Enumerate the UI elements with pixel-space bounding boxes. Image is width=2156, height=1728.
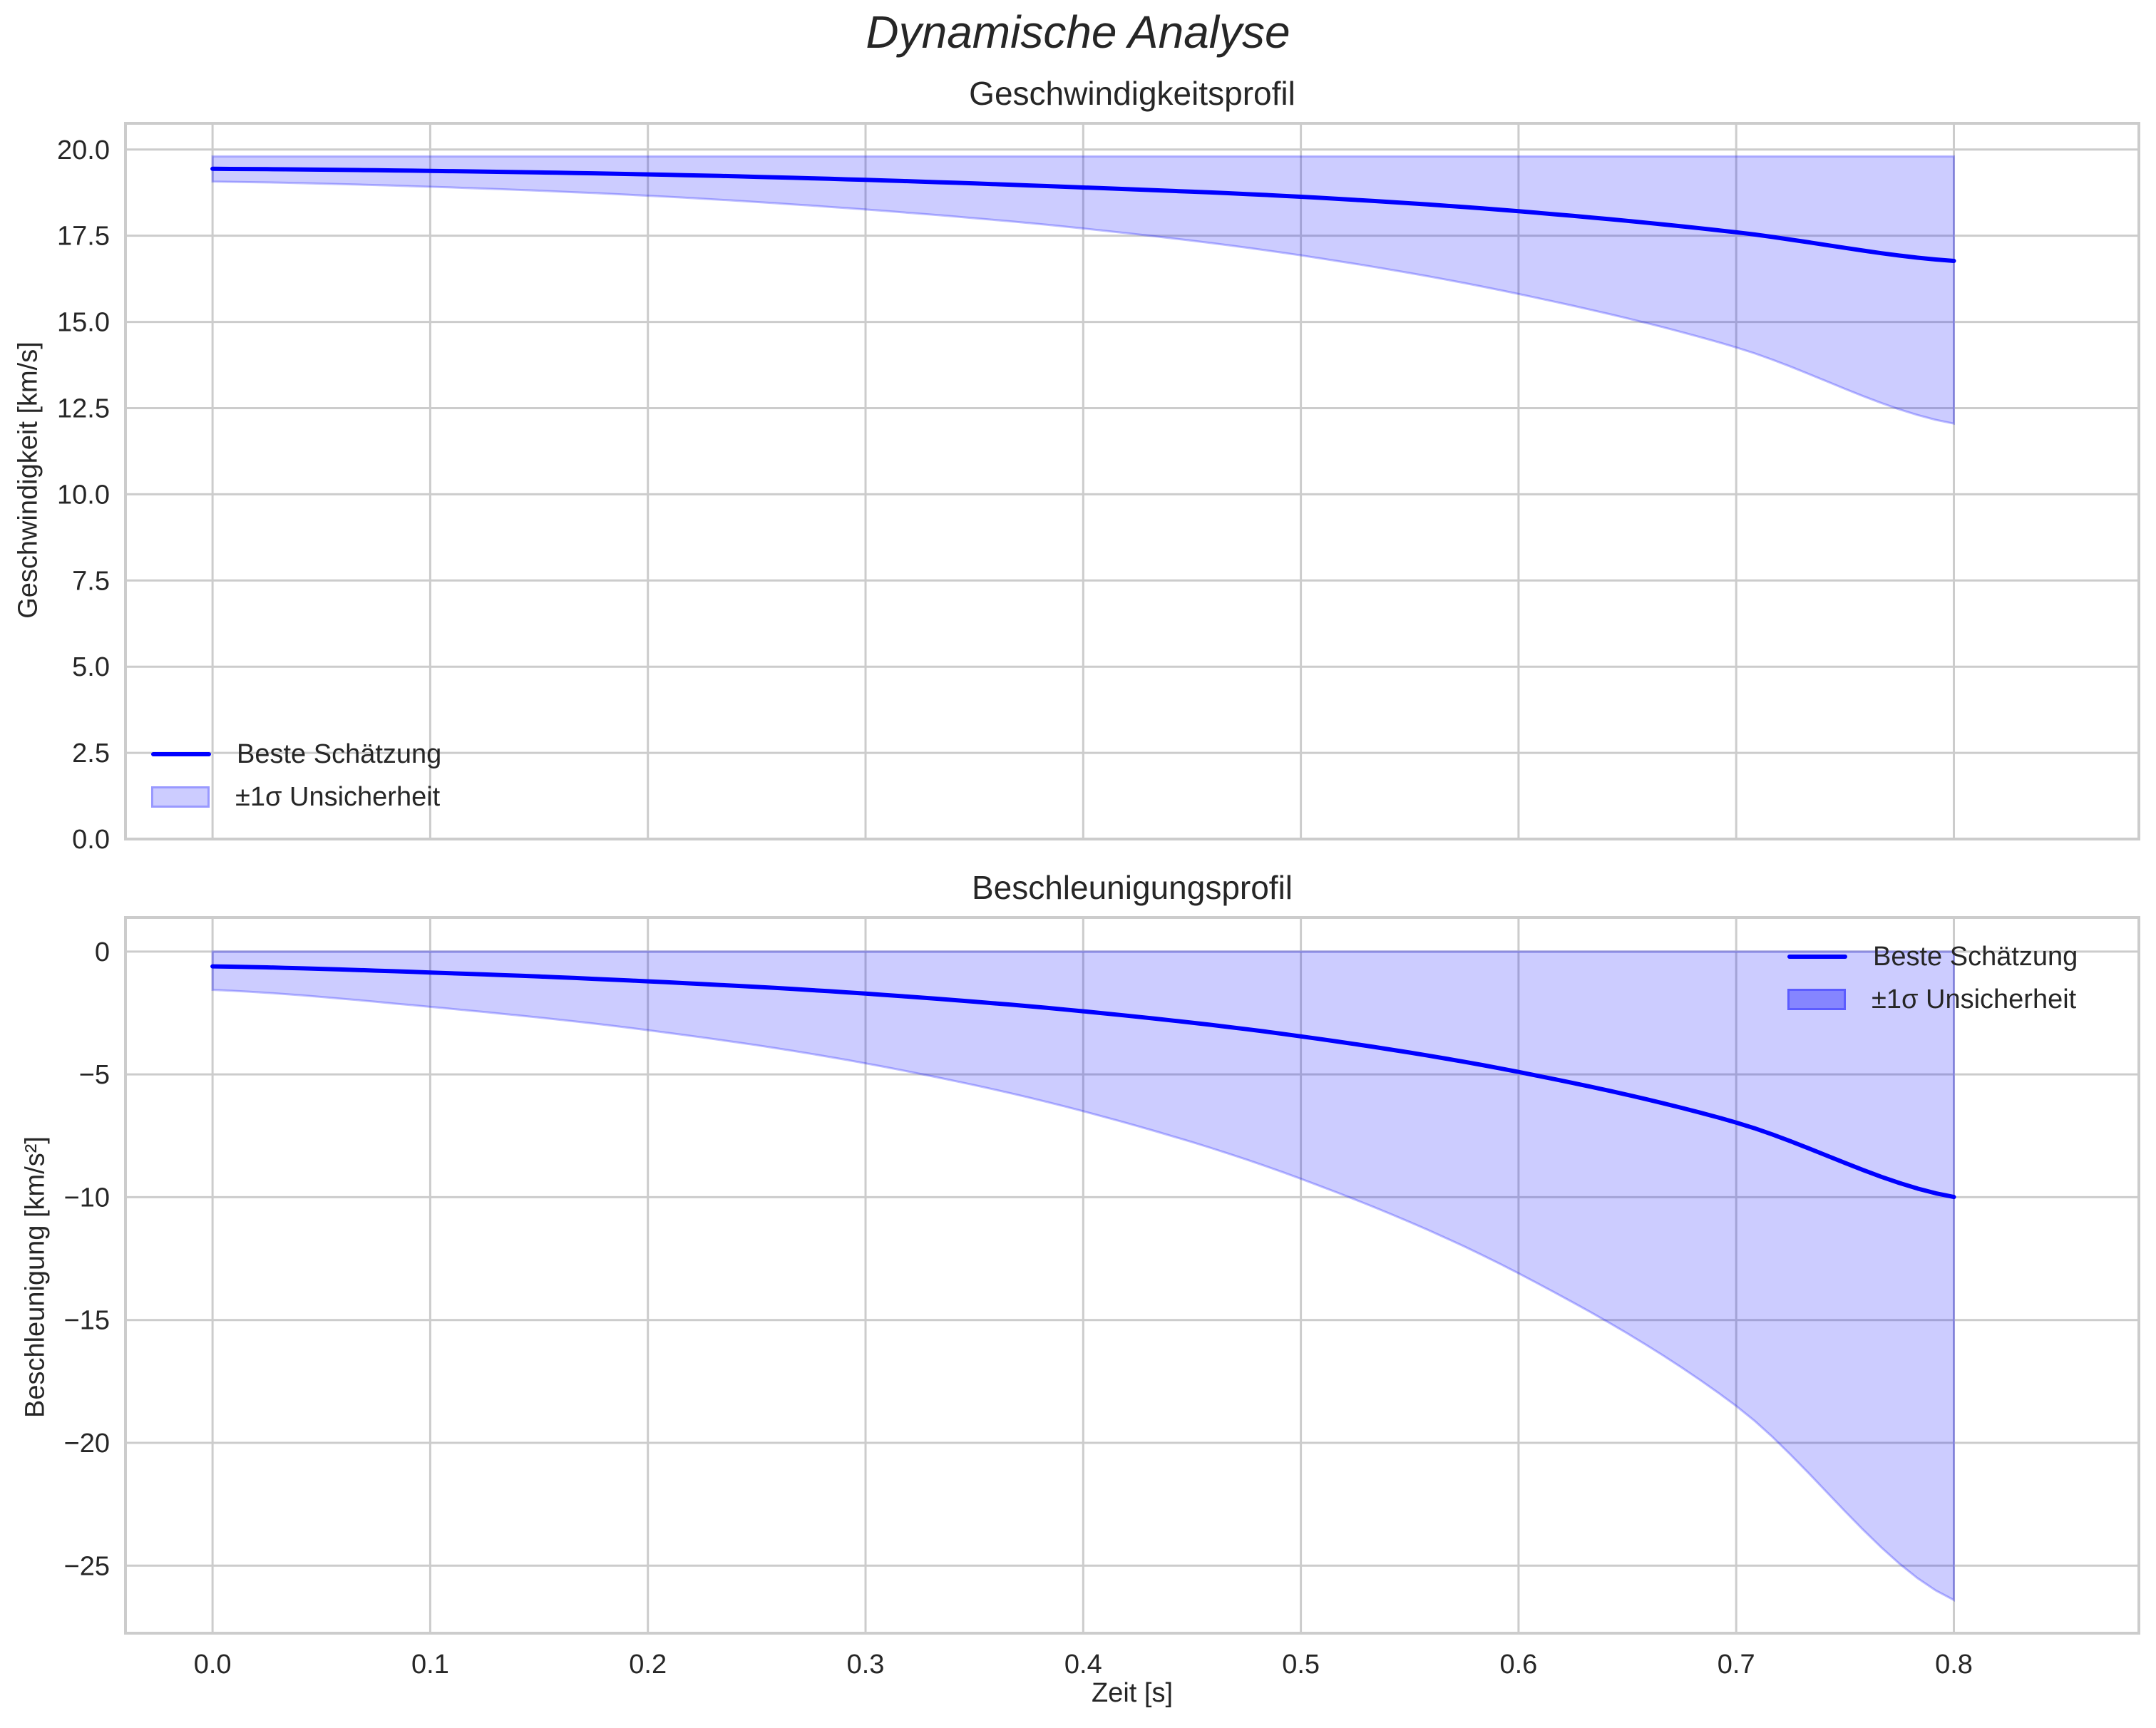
x-tick-label: 0.0 bbox=[194, 1650, 232, 1680]
axes-frame bbox=[124, 916, 2140, 1635]
y-tick-label: −10 bbox=[64, 1183, 110, 1213]
y-tick-label: −25 bbox=[64, 1551, 110, 1581]
axes-frame bbox=[124, 122, 2140, 840]
y-tick-label: 12.5 bbox=[57, 394, 110, 423]
legend-label: ±1σ Unsicherheit bbox=[235, 781, 441, 812]
x-tick-label: 0.6 bbox=[1499, 1650, 1537, 1680]
y-tick-label: −20 bbox=[64, 1429, 110, 1459]
y-tick-label: 15.0 bbox=[57, 308, 110, 338]
x-tick-label: 0.8 bbox=[1935, 1650, 1973, 1680]
uncertainty-band bbox=[211, 950, 1955, 1602]
y-tick-label: −15 bbox=[64, 1306, 110, 1336]
legend-entry-band: ±1σ Unsicherheit bbox=[151, 776, 441, 818]
line-swatch-icon bbox=[151, 752, 211, 756]
velocity-legend: Beste Schätzung ±1σ Unsicherheit bbox=[151, 733, 441, 818]
legend-entry-line: Beste Schätzung bbox=[1787, 935, 2078, 978]
x-tick-label: 0.5 bbox=[1282, 1650, 1320, 1680]
acceleration-legend: Beste Schätzung ±1σ Unsicherheit bbox=[1787, 935, 2078, 1021]
uncertainty-band bbox=[211, 155, 1955, 426]
x-tick-label: 0.3 bbox=[847, 1650, 885, 1680]
y-tick-label: 20.0 bbox=[57, 135, 110, 165]
velocity-chart: 0.0 2.5 5.0 7.5 10.0 12.5 15.0 17.5 20.0 bbox=[57, 122, 2140, 855]
band-swatch-icon bbox=[1787, 989, 1846, 1010]
legend-label: Beste Schätzung bbox=[237, 739, 442, 769]
y-tick-label: −5 bbox=[79, 1060, 110, 1090]
x-tick-label: 0.7 bbox=[1718, 1650, 1755, 1680]
y-tick-label: 5.0 bbox=[72, 652, 110, 682]
velocity-y-axis-label: Geschwindigkeit [km/s] bbox=[13, 341, 43, 619]
velocity-chart-title: Geschwindigkeitsprofil bbox=[969, 75, 1295, 112]
x-axis-label: Zeit [s] bbox=[1091, 1678, 1174, 1708]
y-tick-label: 7.5 bbox=[72, 566, 110, 596]
grid-lines bbox=[125, 917, 2139, 1633]
legend-label: ±1σ Unsicherheit bbox=[1872, 984, 2077, 1014]
x-tick-label: 0.2 bbox=[629, 1650, 667, 1680]
best-estimate-line bbox=[210, 166, 1956, 263]
figure-title: Dynamische Analyse bbox=[866, 6, 1290, 58]
y-tick-label: 0 bbox=[95, 937, 110, 967]
y-tick-label: 10.0 bbox=[57, 480, 110, 510]
acceleration-y-axis-label: Beschleunigung [km/s²] bbox=[20, 1136, 51, 1418]
band-swatch-icon bbox=[151, 786, 210, 808]
x-tick-label: 0.4 bbox=[1064, 1650, 1102, 1680]
line-swatch-icon bbox=[1787, 955, 1847, 959]
x-tick-label: 0.1 bbox=[411, 1650, 449, 1680]
y-tick-label: 17.5 bbox=[57, 222, 110, 252]
legend-label: Beste Schätzung bbox=[1873, 941, 2078, 972]
acceleration-chart: 0 −5 −10 −15 −20 −25 0.0 0.1 0.2 0.3 0.4 0.5 0.6 0.7 0… bbox=[64, 916, 2140, 1680]
acceleration-chart-title: Beschleunigungsprofil bbox=[971, 869, 1293, 906]
legend-entry-line: Beste Schätzung bbox=[151, 733, 441, 776]
y-tick-label: 0.0 bbox=[72, 825, 110, 855]
y-tick-label: 2.5 bbox=[72, 739, 110, 768]
best-estimate-line bbox=[210, 964, 1956, 1200]
legend-entry-band: ±1σ Unsicherheit bbox=[1787, 978, 2078, 1021]
